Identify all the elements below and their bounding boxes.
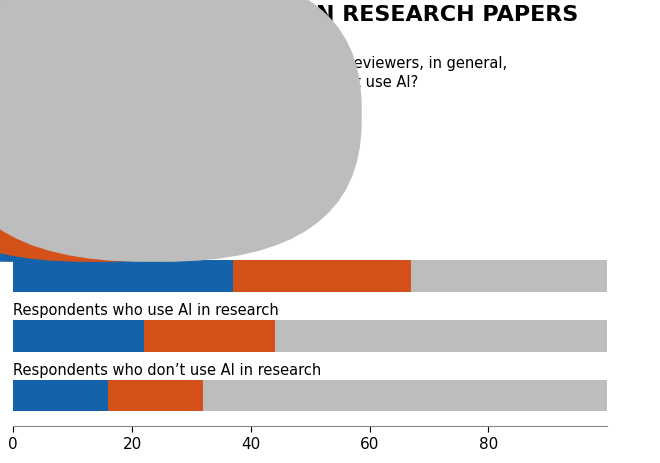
Text: Q: Do you think that journal editors and peer-reviewers, in general,
can adequat: Q: Do you think that journal editors and…	[13, 56, 508, 90]
Bar	[144, 321, 275, 352]
Bar	[13, 261, 233, 292]
Bar	[108, 381, 203, 412]
Text: Don’t know/cannot tell: Don’t know/cannot tell	[170, 108, 336, 123]
Bar	[13, 381, 108, 412]
Bar	[275, 321, 607, 352]
Bar	[203, 381, 607, 412]
Bar	[233, 261, 411, 292]
Text: No: No	[110, 108, 130, 123]
Text: Yes: Yes	[38, 108, 61, 123]
Text: Respondents who don’t use AI in research: Respondents who don’t use AI in research	[13, 362, 321, 377]
Text: QUALITY OF AI REVIEW IN RESEARCH PAPERS: QUALITY OF AI REVIEW IN RESEARCH PAPERS	[13, 5, 578, 25]
Bar	[13, 321, 144, 352]
Bar	[411, 261, 607, 292]
Text: Respondents who study AI: Respondents who study AI	[13, 242, 207, 257]
Text: Respondents who use AI in research: Respondents who use AI in research	[13, 302, 279, 317]
